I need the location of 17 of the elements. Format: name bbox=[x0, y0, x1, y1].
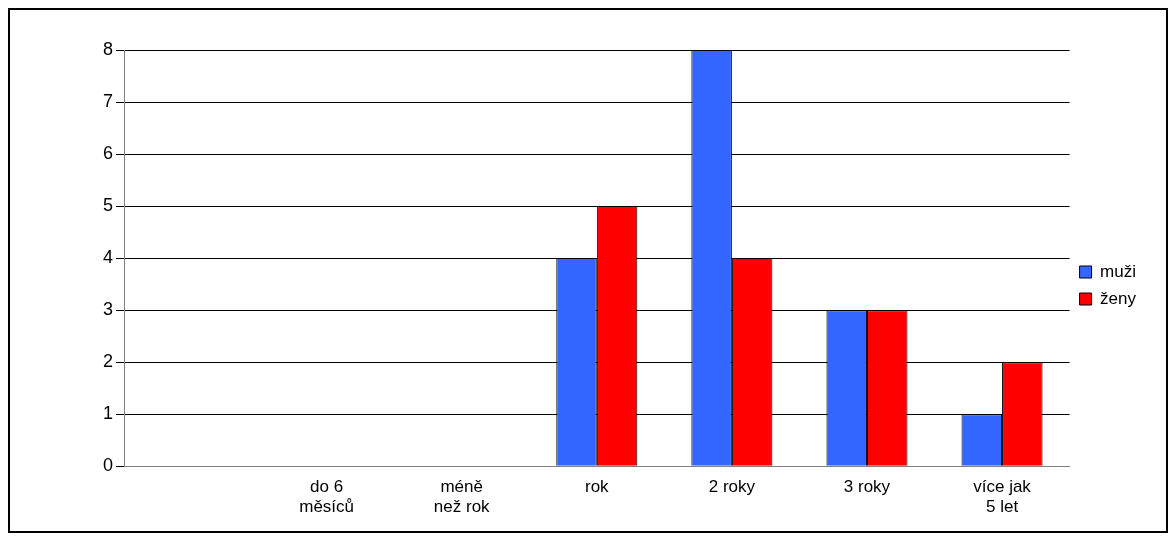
x-tick-label: více jak 5 let bbox=[973, 477, 1032, 517]
x-tick-label: do 6 měsíců bbox=[299, 477, 355, 517]
y-tick-label: 4 bbox=[103, 247, 114, 268]
y-tick-label: 2 bbox=[103, 351, 114, 372]
legend-label: muži bbox=[1100, 261, 1136, 281]
y-tick-label: 6 bbox=[103, 143, 114, 164]
y-tick-label: 5 bbox=[103, 195, 114, 216]
legend-label: ženy bbox=[1100, 288, 1137, 308]
y-tick-label: 1 bbox=[103, 403, 114, 424]
y-tick-label: 8 bbox=[103, 38, 114, 59]
y-tick-label: 0 bbox=[103, 455, 114, 476]
x-tick-label: méně než rok bbox=[433, 477, 491, 517]
y-tick-label: 7 bbox=[103, 90, 114, 111]
x-tick-label: rok bbox=[584, 477, 610, 497]
x-tick-label: 2 roky bbox=[708, 477, 756, 497]
x-tick-label: 3 roky bbox=[843, 477, 891, 497]
y-tick-label: 3 bbox=[103, 299, 114, 320]
